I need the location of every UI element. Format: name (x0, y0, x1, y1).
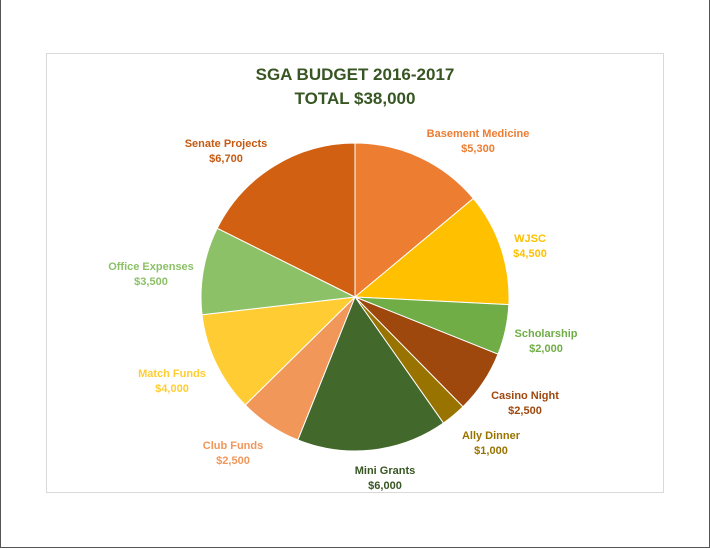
slice-label-match-funds: Match Funds $4,000 (138, 368, 206, 395)
slice-label-scholarship: Scholarship $2,000 (515, 328, 578, 355)
slice-label-ally-dinner: Ally Dinner $1,000 (462, 430, 521, 457)
slice-label-office-expenses: Office Expenses $3,500 (108, 261, 194, 288)
pie-slice-match-funds (201, 296, 357, 406)
chart-subtitle: TOTAL $38,000 (294, 89, 416, 108)
slice-label-senate-projects: Senate Projects $6,700 (185, 138, 268, 165)
pie-slice-basement-medicine (354, 142, 475, 299)
pie-slice-wjsc (353, 197, 510, 306)
pie-slice-office-expenses (200, 227, 357, 316)
slice-label-basement-medicine: Basement Medicine $5,300 (427, 128, 530, 155)
slice-label-mini-grants: Mini Grants $6,000 (355, 465, 416, 492)
slice-label-casino-night: Casino Night $2,500 (491, 390, 559, 417)
pie-slice-mini-grants (297, 295, 445, 452)
slice-label-club-funds: Club Funds $2,500 (203, 440, 264, 467)
pie-slice-senate-projects (216, 142, 356, 298)
slice-label-wjsc: WJSC $4,500 (513, 233, 547, 260)
pie-slices (200, 142, 510, 452)
slice-labels: Basement Medicine $5,300 WJSC $4,500 Scholar… (108, 128, 578, 492)
chart-title: SGA BUDGET 2016-2017 (255, 65, 455, 84)
